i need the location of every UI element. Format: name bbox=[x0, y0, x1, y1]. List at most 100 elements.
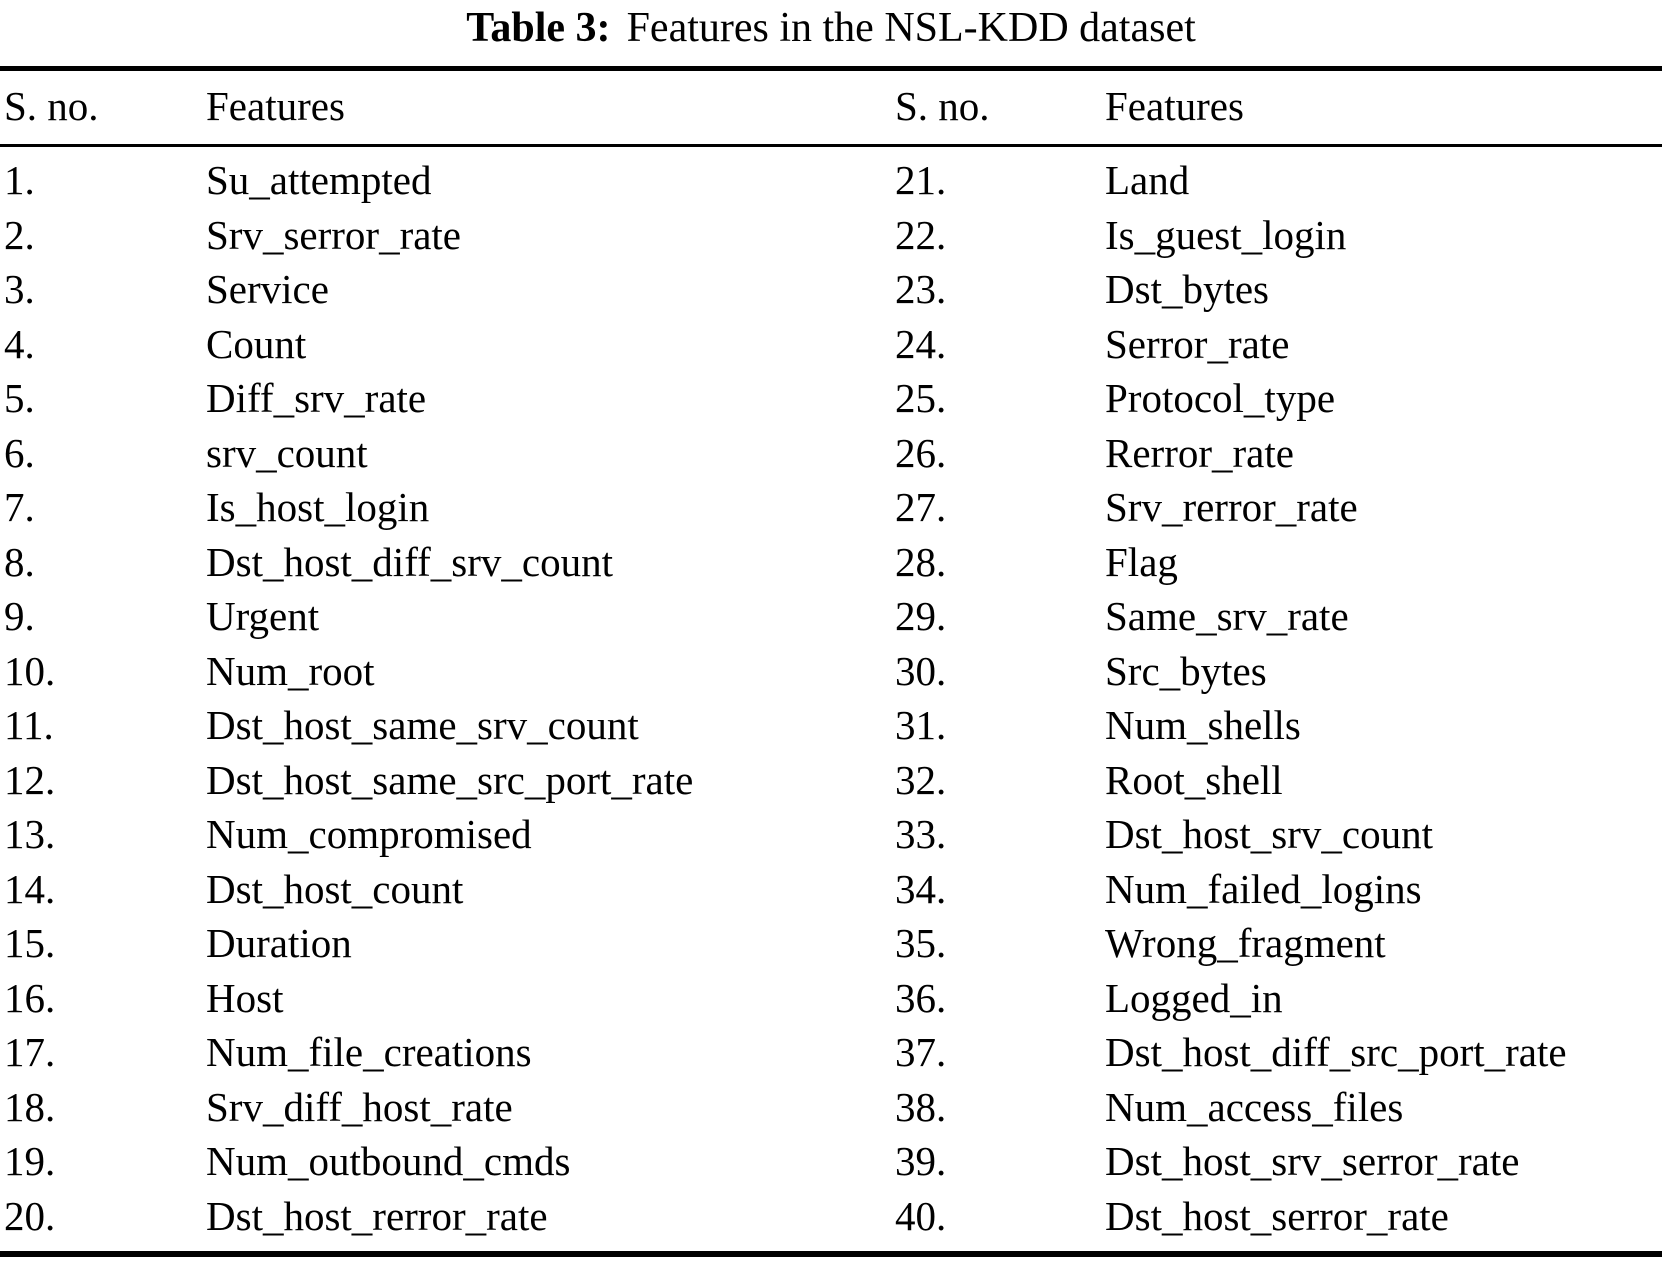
table-row: 12. Dst_host_same_src_port_rate 32. Root… bbox=[0, 753, 1662, 808]
serial-number-right: 28. bbox=[895, 538, 947, 585]
serial-number-left: 17. bbox=[4, 1029, 56, 1075]
serial-number-right: 25. bbox=[895, 375, 947, 421]
table-row: 11. Dst_host_same_srv_count 31. Num_shel… bbox=[0, 698, 1662, 753]
table-row: 4. Count 24. Serror_rate bbox=[0, 317, 1662, 372]
serial-number-left: 6. bbox=[4, 429, 35, 476]
feature-name-right: Land bbox=[1105, 157, 1190, 203]
header-serial-number-left: S. no. bbox=[4, 83, 99, 129]
serial-number-left: 7. bbox=[4, 484, 35, 530]
feature-name-right: Same_srv_rate bbox=[1105, 593, 1349, 639]
feature-name-left: Num_root bbox=[206, 647, 375, 694]
table-row: 19. Num_outbound_cmds 39. Dst_host_srv_s… bbox=[0, 1134, 1662, 1189]
feature-name-right: Dst_host_srv_count bbox=[1105, 811, 1433, 857]
feature-name-left: Host bbox=[206, 974, 284, 1021]
serial-number-right: 32. bbox=[895, 756, 947, 803]
feature-name-right: Is_guest_login bbox=[1105, 211, 1347, 258]
table-row: 8. Dst_host_diff_srv_count 28. Flag bbox=[0, 535, 1662, 590]
serial-number-right: 27. bbox=[895, 484, 947, 530]
table-row: 14. Dst_host_count 34. Num_failed_logins bbox=[0, 862, 1662, 917]
table-header-row: S. no. Features S. no. Features bbox=[0, 78, 1662, 134]
feature-name-left: Num_outbound_cmds bbox=[206, 1138, 571, 1184]
serial-number-right: 39. bbox=[895, 1138, 947, 1184]
serial-number-left: 20. bbox=[4, 1192, 56, 1239]
serial-number-left: 9. bbox=[4, 593, 35, 639]
feature-name-left: Dst_host_same_srv_count bbox=[206, 702, 639, 748]
table-caption: Table 3: Features in the NSL-KDD dataset bbox=[0, 2, 1662, 54]
serial-number-right: 29. bbox=[895, 593, 947, 639]
serial-number-right: 40. bbox=[895, 1192, 947, 1239]
feature-name-right: Logged_in bbox=[1105, 974, 1283, 1021]
feature-name-left: Dst_host_count bbox=[206, 865, 464, 912]
feature-name-right: Protocol_type bbox=[1105, 375, 1336, 421]
feature-name-left: Dst_host_rerror_rate bbox=[206, 1192, 548, 1239]
feature-name-left: Service bbox=[206, 266, 329, 312]
table-row: 9. Urgent 29. Same_srv_rate bbox=[0, 589, 1662, 644]
header-features-right: Features bbox=[1105, 83, 1244, 129]
feature-name-left: Srv_serror_rate bbox=[206, 211, 462, 258]
serial-number-right: 31. bbox=[895, 702, 947, 748]
table-caption-text: Features in the NSL-KDD dataset bbox=[626, 5, 1196, 51]
feature-name-right: Num_access_files bbox=[1105, 1083, 1404, 1130]
serial-number-left: 8. bbox=[4, 538, 35, 585]
serial-number-left: 13. bbox=[4, 811, 56, 857]
table-row: 1. Su_attempted 21. Land bbox=[0, 153, 1662, 208]
serial-number-right: 30. bbox=[895, 647, 947, 694]
feature-name-right: Wrong_fragment bbox=[1105, 920, 1386, 966]
feature-name-right: Flag bbox=[1105, 538, 1178, 585]
serial-number-left: 12. bbox=[4, 756, 56, 803]
table-row: 5. Diff_srv_rate 25. Protocol_type bbox=[0, 371, 1662, 426]
serial-number-left: 15. bbox=[4, 920, 56, 966]
feature-name-right: Dst_host_srv_serror_rate bbox=[1105, 1138, 1520, 1184]
header-features-left: Features bbox=[206, 83, 345, 129]
table-row: 3. Service 23. Dst_bytes bbox=[0, 262, 1662, 317]
table-row: 13. Num_compromised 33. Dst_host_srv_cou… bbox=[0, 807, 1662, 862]
feature-name-right: Serror_rate bbox=[1105, 320, 1290, 367]
serial-number-left: 16. bbox=[4, 974, 56, 1021]
table-row: 20. Dst_host_rerror_rate 40. Dst_host_se… bbox=[0, 1189, 1662, 1244]
serial-number-right: 22. bbox=[895, 211, 947, 258]
serial-number-right: 24. bbox=[895, 320, 947, 367]
feature-name-right: Dst_bytes bbox=[1105, 266, 1269, 312]
table-row: 18. Srv_diff_host_rate 38. Num_access_fi… bbox=[0, 1080, 1662, 1135]
table-row: 2. Srv_serror_rate 22. Is_guest_login bbox=[0, 208, 1662, 263]
table-row: 10. Num_root 30. Src_bytes bbox=[0, 644, 1662, 699]
serial-number-left: 2. bbox=[4, 211, 35, 258]
serial-number-left: 5. bbox=[4, 375, 35, 421]
feature-name-left: Count bbox=[206, 320, 307, 367]
table-body: 1. Su_attempted 21. Land 2. Srv_serror_r… bbox=[0, 153, 1662, 1243]
feature-name-right: Dst_host_serror_rate bbox=[1105, 1192, 1449, 1239]
table-row: 17. Num_file_creations 37. Dst_host_diff… bbox=[0, 1025, 1662, 1080]
serial-number-right: 33. bbox=[895, 811, 947, 857]
feature-name-right: Src_bytes bbox=[1105, 647, 1267, 694]
feature-name-right: Rerror_rate bbox=[1105, 429, 1294, 476]
feature-name-left: srv_count bbox=[206, 429, 368, 476]
serial-number-right: 36. bbox=[895, 974, 947, 1021]
serial-number-right: 37. bbox=[895, 1029, 947, 1075]
feature-name-left: Num_compromised bbox=[206, 811, 532, 857]
feature-name-left: Dst_host_diff_srv_count bbox=[206, 538, 613, 585]
feature-name-left: Srv_diff_host_rate bbox=[206, 1083, 513, 1130]
table-caption-label: Table 3: bbox=[466, 5, 611, 51]
serial-number-right: 26. bbox=[895, 429, 947, 476]
serial-number-left: 3. bbox=[4, 266, 35, 312]
feature-name-right: Num_failed_logins bbox=[1105, 865, 1422, 912]
feature-name-left: Dst_host_same_src_port_rate bbox=[206, 756, 694, 803]
serial-number-left: 10. bbox=[4, 647, 56, 694]
header-serial-number-right: S. no. bbox=[895, 83, 990, 129]
serial-number-right: 23. bbox=[895, 266, 947, 312]
feature-name-right: Srv_rerror_rate bbox=[1105, 484, 1358, 530]
serial-number-left: 4. bbox=[4, 320, 35, 367]
serial-number-left: 18. bbox=[4, 1083, 56, 1130]
serial-number-right: 34. bbox=[895, 865, 947, 912]
table-row: 6. srv_count 26. Rerror_rate bbox=[0, 426, 1662, 481]
feature-name-left: Diff_srv_rate bbox=[206, 375, 427, 421]
table-top-rule bbox=[0, 66, 1662, 71]
serial-number-left: 19. bbox=[4, 1138, 56, 1184]
table-row: 15. Duration 35. Wrong_fragment bbox=[0, 916, 1662, 971]
serial-number-left: 11. bbox=[4, 702, 54, 748]
feature-name-left: Is_host_login bbox=[206, 484, 430, 530]
serial-number-right: 21. bbox=[895, 157, 947, 203]
feature-name-right: Num_shells bbox=[1105, 702, 1301, 748]
serial-number-right: 38. bbox=[895, 1083, 947, 1130]
